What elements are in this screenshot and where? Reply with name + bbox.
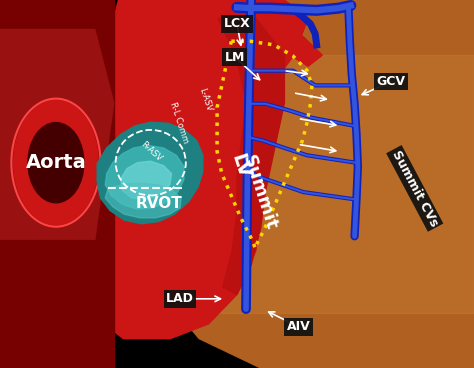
Polygon shape bbox=[133, 0, 322, 66]
Text: AIV: AIV bbox=[287, 320, 310, 333]
Text: Aorta: Aorta bbox=[26, 153, 86, 172]
Polygon shape bbox=[105, 145, 184, 209]
Polygon shape bbox=[218, 18, 284, 294]
Polygon shape bbox=[121, 161, 172, 199]
Text: R-L Comm: R-L Comm bbox=[168, 100, 190, 144]
Text: LV: LV bbox=[228, 152, 254, 181]
Text: Summit: Summit bbox=[239, 152, 280, 232]
Text: LCX: LCX bbox=[224, 17, 250, 31]
Text: R-ASV: R-ASV bbox=[138, 140, 163, 163]
Polygon shape bbox=[0, 29, 114, 239]
Polygon shape bbox=[142, 0, 474, 368]
Text: Summit CVs: Summit CVs bbox=[389, 148, 440, 229]
Ellipse shape bbox=[14, 100, 98, 225]
Polygon shape bbox=[85, 0, 308, 339]
Polygon shape bbox=[0, 0, 114, 368]
Text: RVOT: RVOT bbox=[136, 196, 182, 210]
Text: L-ASV: L-ASV bbox=[197, 87, 213, 113]
Polygon shape bbox=[97, 122, 203, 224]
Polygon shape bbox=[213, 55, 474, 313]
Polygon shape bbox=[105, 183, 181, 218]
Text: LAD: LAD bbox=[166, 292, 194, 305]
Ellipse shape bbox=[28, 123, 84, 203]
Text: GCV: GCV bbox=[376, 75, 406, 88]
Text: LM: LM bbox=[225, 50, 245, 64]
